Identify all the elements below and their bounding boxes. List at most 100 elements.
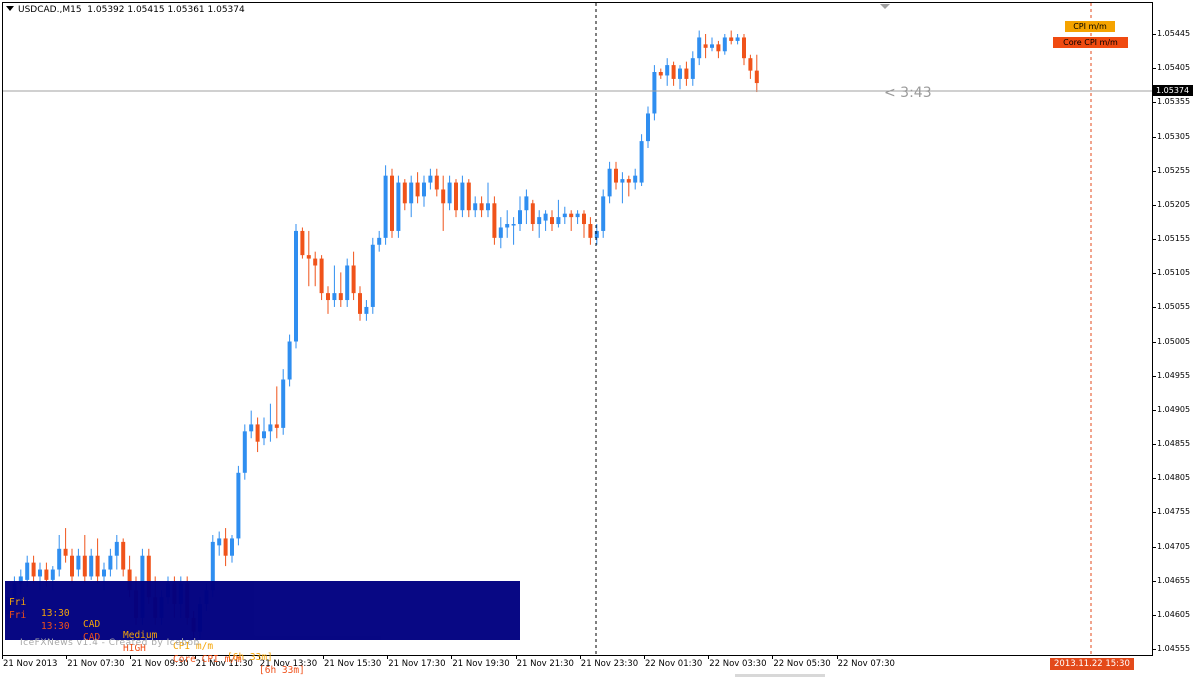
candle: [735, 34, 740, 45]
candle: [255, 417, 260, 453]
candle: [434, 168, 439, 197]
candle-body: [370, 244, 375, 307]
candle-body: [223, 538, 228, 556]
chart-area[interactable]: [2, 2, 1153, 656]
candle-body: [95, 555, 100, 577]
candle: [505, 210, 510, 238]
candle-body: [652, 72, 657, 114]
price-tick: [1153, 649, 1156, 650]
time-axis[interactable]: 21 Nov 2013 21 Nov 07:30 21 Nov 09:30 21 No…: [0, 656, 1153, 677]
scroll-strip[interactable]: [735, 674, 825, 677]
candle-body: [447, 182, 452, 204]
candle: [415, 172, 420, 204]
candle-body: [498, 227, 503, 238]
candle: [665, 58, 670, 86]
candle-body: [415, 182, 420, 197]
candle: [652, 65, 657, 121]
price-label: 1.05055: [1157, 302, 1191, 312]
candle: [217, 531, 222, 556]
candle: [703, 34, 708, 59]
chart-header: USDCAD.,M15 1.05392 1.05415 1.05361 1.05…: [6, 5, 245, 15]
candle-body: [121, 541, 126, 570]
candle-body: [671, 65, 676, 79]
candle-body: [390, 175, 394, 231]
indicator-credit: IceFXNews v1.4 - Created by Icebob: [20, 638, 200, 648]
price-tick: [1153, 580, 1156, 582]
time-tick: [323, 656, 324, 659]
candle: [742, 34, 746, 66]
candle: [460, 175, 465, 218]
candle-body: [614, 168, 618, 183]
candle: [639, 134, 644, 187]
candle-body: [249, 424, 254, 432]
candle-body: [351, 265, 356, 294]
candle-body: [524, 196, 529, 211]
ohlc-values: 1.05392 1.05415 1.05361 1.05374: [87, 5, 245, 15]
candle: [754, 54, 759, 93]
candle: [402, 179, 407, 211]
time-label: 21 Nov 07:30: [67, 659, 125, 669]
candle: [294, 224, 298, 349]
candle: [338, 272, 343, 307]
price-tick: [1153, 341, 1156, 343]
price-tick: [1153, 614, 1156, 616]
candle: [697, 30, 702, 66]
candle-body: [607, 168, 612, 197]
candle: [332, 265, 337, 307]
candle: [242, 424, 247, 480]
news-row: Fri 13:30 CAD Medium CPI m/m [6h 33m]: [9, 586, 273, 674]
time-tick: [772, 656, 774, 659]
candle: [108, 548, 113, 577]
time-label: 21 Nov 13:30: [259, 659, 318, 669]
candle-body: [543, 213, 548, 221]
price-tick: [1153, 239, 1156, 240]
time-label: 21 Nov 11:30: [195, 659, 253, 669]
candle-body: [537, 217, 542, 225]
candle-body: [434, 175, 439, 190]
candle-body: [697, 37, 702, 59]
candle-body: [255, 424, 260, 442]
candle: [306, 230, 311, 287]
time-tick: [2, 656, 3, 659]
price-tick: [1153, 170, 1156, 172]
price-tick: [1153, 375, 1156, 377]
time-label: 21 Nov 19:30: [452, 659, 510, 669]
candle: [383, 165, 388, 245]
candle-body: [114, 541, 119, 556]
candle-body: [242, 431, 247, 473]
candle-body: [588, 224, 593, 238]
candle-body: [146, 555, 151, 598]
news-event: Core CPI m/m: [173, 654, 242, 665]
price-label: 1.04855: [1157, 439, 1191, 448]
candle: [498, 217, 503, 249]
candle-body: [319, 258, 324, 294]
candle: [620, 172, 625, 204]
candle-body: [575, 213, 580, 218]
news-time: 13:30: [41, 608, 70, 619]
price-axis[interactable]: 1.05445 1.05405 1.05355 1.05305 1.05255 1.052…: [1153, 0, 1195, 656]
time-label: 21 Nov 23:30: [580, 659, 639, 669]
price-label: 1.05255: [1157, 165, 1191, 175]
candle-body: [716, 44, 721, 52]
candle-body: [556, 217, 561, 225]
candle-body: [274, 424, 279, 428]
candle-body: [466, 182, 471, 211]
price-tick: [1153, 478, 1156, 480]
candle-body: [313, 258, 318, 266]
chart-shift-marker[interactable]: [880, 4, 890, 9]
candle: [76, 548, 81, 577]
candle: [729, 30, 734, 45]
candle: [511, 217, 516, 245]
time-tick: [130, 656, 132, 659]
news-panel: Fri 13:30 CAD Medium CPI m/m [6h 33m] Fr…: [5, 581, 520, 676]
candle: [454, 179, 458, 218]
candle-body: [44, 569, 49, 580]
news-currency: CAD: [83, 619, 101, 630]
candle: [466, 179, 471, 218]
menu-triangle-icon[interactable]: [6, 6, 14, 11]
candle: [556, 199, 561, 228]
candle: [530, 199, 535, 231]
candle: [486, 182, 490, 218]
candle-body: [460, 182, 465, 211]
